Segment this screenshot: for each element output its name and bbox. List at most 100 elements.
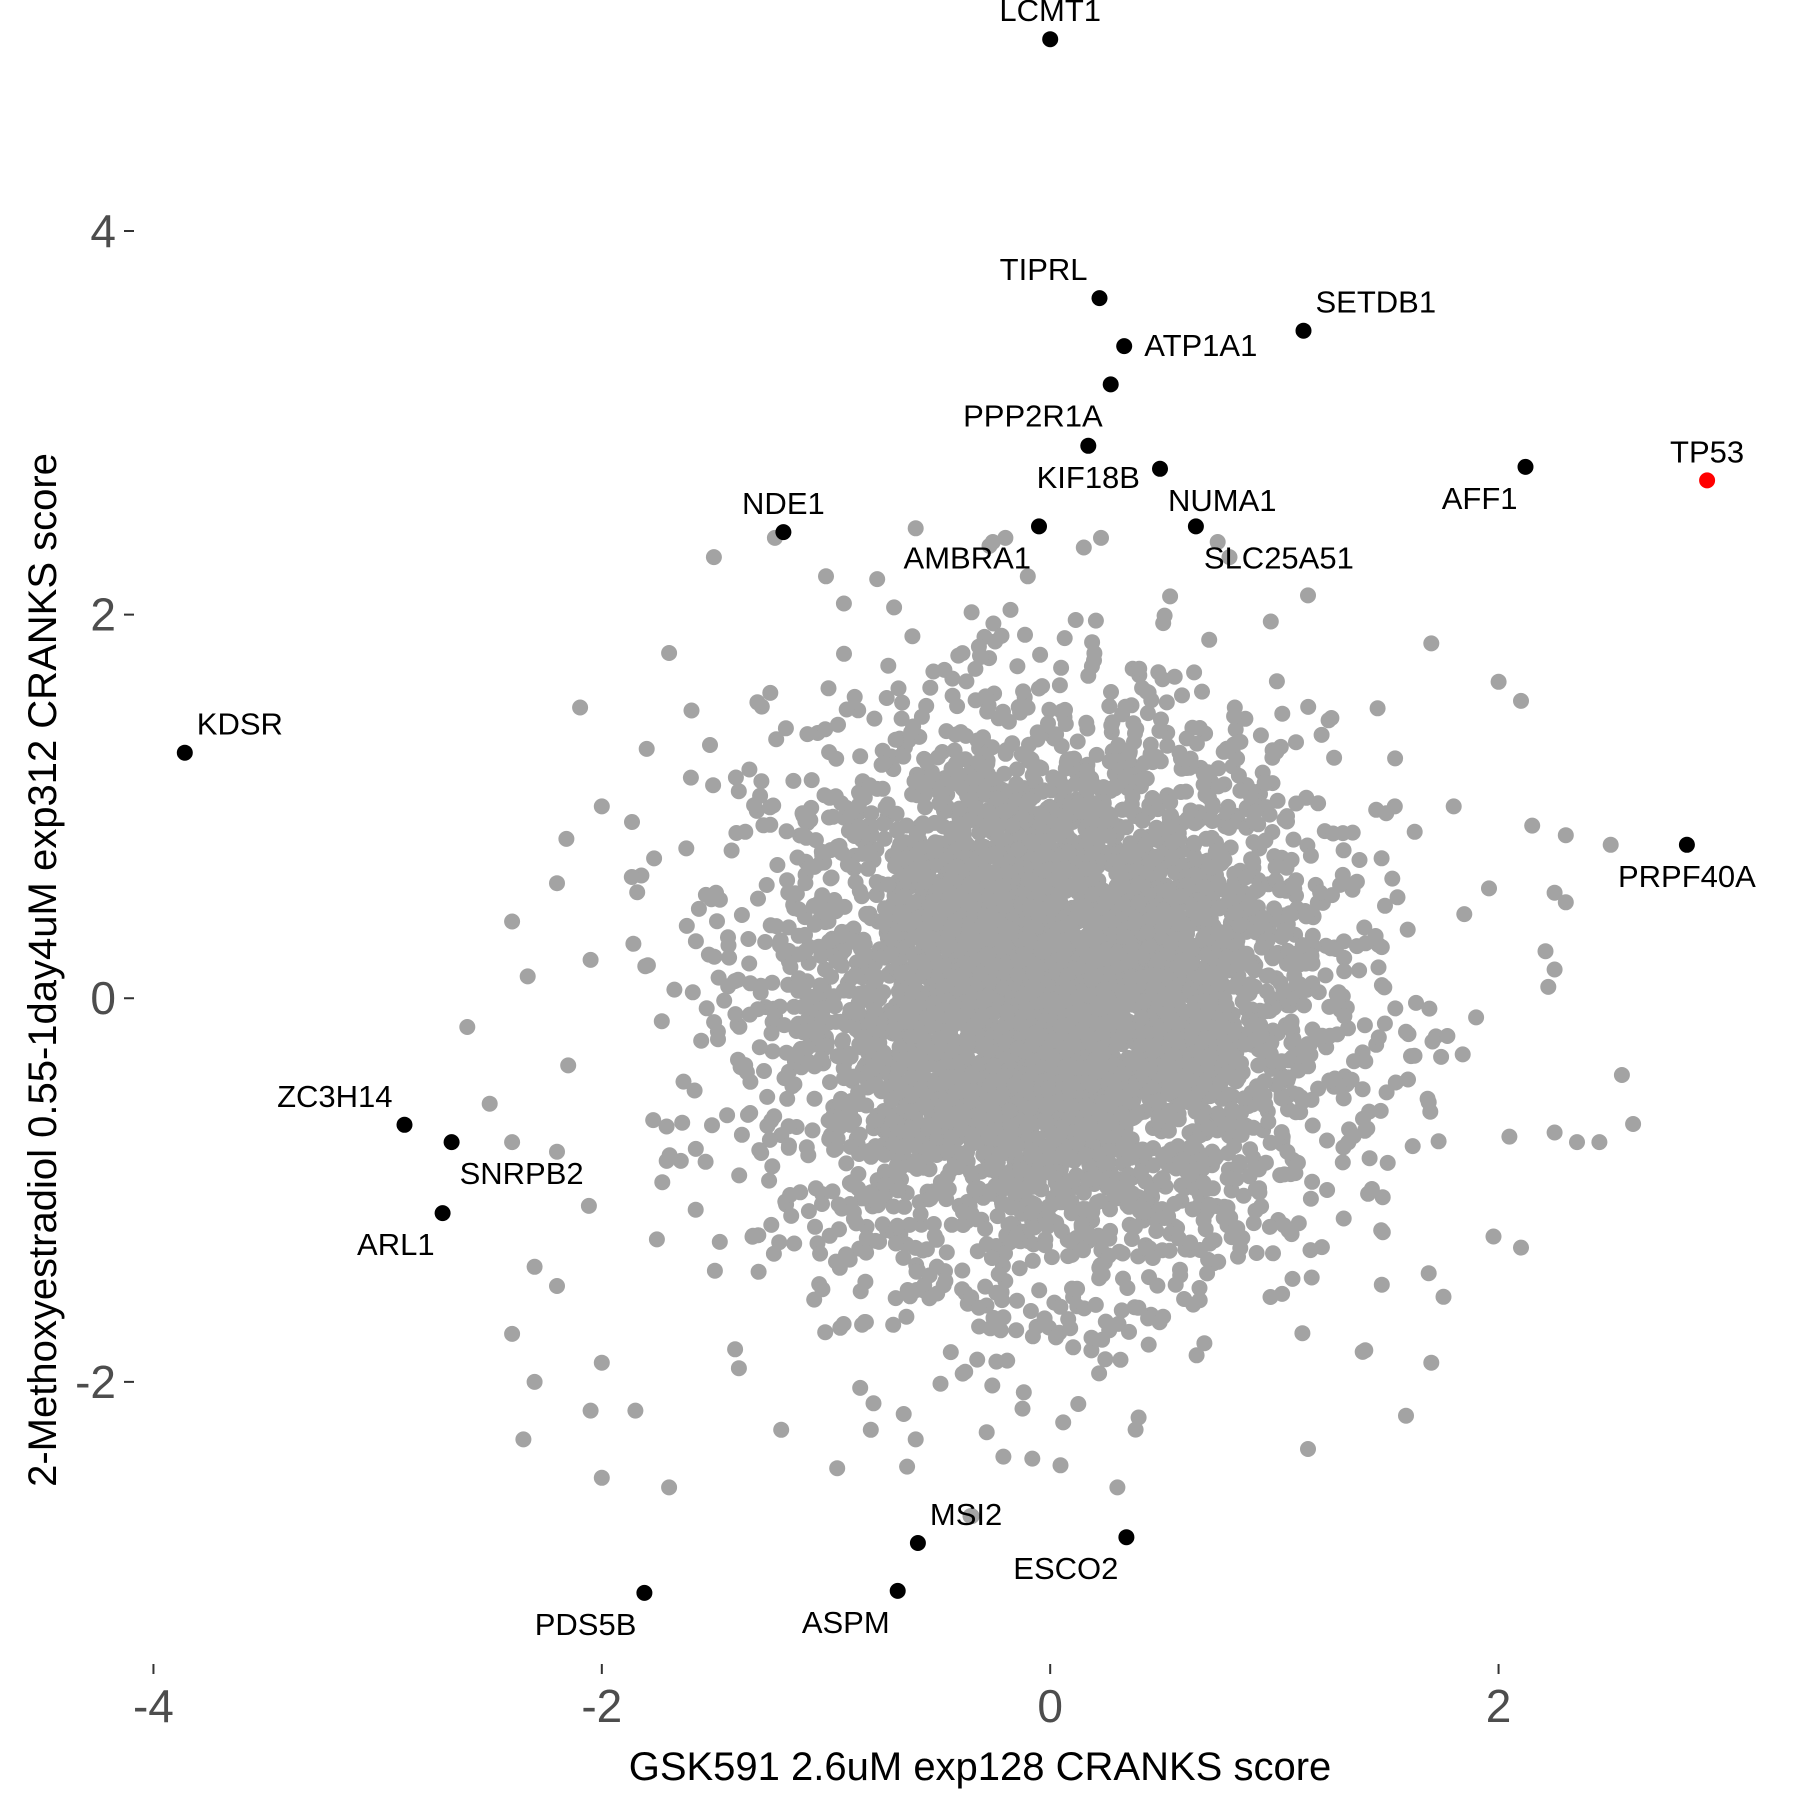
background-point	[925, 1216, 942, 1232]
background-point	[937, 1273, 954, 1289]
background-point	[1304, 927, 1321, 944]
background-point	[1430, 1133, 1447, 1150]
background-point	[1245, 1119, 1262, 1136]
background-point	[687, 933, 704, 950]
background-point	[922, 1190, 939, 1207]
background-point	[968, 1211, 985, 1228]
background-point	[1273, 1124, 1290, 1141]
background-point	[954, 1365, 971, 1382]
background-point	[1151, 722, 1168, 739]
background-point	[1029, 724, 1046, 741]
background-point	[1334, 866, 1351, 883]
background-point	[850, 1166, 867, 1182]
background-point	[1170, 1230, 1187, 1247]
background-point	[1208, 1083, 1225, 1100]
background-point	[963, 878, 980, 895]
background-point	[814, 1196, 830, 1212]
background-point	[654, 1174, 671, 1191]
background-point	[886, 1005, 903, 1022]
background-point	[1069, 1135, 1086, 1152]
background-point	[1012, 1162, 1029, 1179]
background-point	[1210, 760, 1227, 777]
background-point	[876, 900, 893, 917]
background-point	[898, 1308, 915, 1325]
background-point	[1325, 825, 1342, 842]
background-point	[1373, 850, 1390, 867]
background-point	[1000, 1216, 1017, 1233]
background-point	[906, 773, 923, 790]
background-point	[781, 1137, 797, 1154]
background-point	[1186, 1090, 1203, 1107]
background-point	[721, 949, 738, 966]
background-point	[1245, 1215, 1262, 1232]
background-point	[1083, 1342, 1100, 1359]
background-point	[1063, 1101, 1080, 1118]
background-point	[1195, 1174, 1212, 1191]
background-point	[1195, 929, 1212, 946]
background-point	[1083, 972, 1100, 988]
background-point	[1216, 851, 1233, 868]
background-point	[907, 954, 924, 970]
background-point	[1058, 979, 1075, 996]
background-point	[1158, 694, 1175, 711]
background-point	[816, 787, 833, 804]
background-point	[698, 1000, 715, 1017]
background-point	[1276, 922, 1293, 939]
background-point	[912, 1206, 929, 1223]
background-point	[1456, 906, 1473, 923]
background-point	[1017, 626, 1033, 643]
background-point	[1134, 812, 1151, 829]
background-point	[821, 809, 837, 826]
background-point	[851, 883, 868, 900]
background-point	[1262, 613, 1279, 630]
background-point	[807, 1218, 823, 1235]
background-point	[823, 869, 840, 886]
background-point	[852, 819, 869, 836]
background-point	[686, 1082, 703, 1099]
background-point	[697, 1153, 714, 1170]
background-point	[753, 1145, 770, 1161]
background-point	[959, 1036, 976, 1052]
background-point	[1253, 939, 1270, 956]
background-point	[1040, 833, 1057, 850]
background-point	[1185, 847, 1202, 864]
background-point	[1080, 1171, 1097, 1188]
background-point	[812, 977, 829, 994]
background-point	[933, 878, 950, 894]
background-point	[950, 647, 967, 664]
background-point	[1162, 936, 1179, 952]
background-point	[1196, 1075, 1213, 1092]
background-point	[892, 904, 909, 921]
background-point	[1356, 1017, 1373, 1034]
background-point	[946, 1016, 963, 1032]
background-point	[1093, 529, 1109, 546]
background-point	[1023, 833, 1040, 850]
background-point	[906, 911, 923, 928]
background-point	[719, 1107, 736, 1124]
background-point	[737, 823, 754, 840]
background-point	[1098, 894, 1115, 911]
background-point	[939, 1168, 956, 1185]
background-point	[925, 893, 941, 910]
background-point	[1199, 1265, 1216, 1282]
background-point	[519, 968, 536, 985]
background-point	[1344, 824, 1361, 841]
background-point	[1219, 1170, 1236, 1187]
background-point	[904, 786, 921, 803]
background-point	[922, 679, 939, 696]
background-point	[820, 913, 837, 930]
background-point	[970, 754, 987, 771]
background-point	[1125, 715, 1142, 732]
background-point	[861, 1142, 878, 1159]
background-point	[1084, 1077, 1101, 1094]
background-point	[1130, 894, 1147, 911]
background-point	[852, 1379, 869, 1396]
background-point	[972, 649, 989, 665]
background-point	[1224, 1101, 1240, 1118]
background-point	[1040, 1080, 1056, 1097]
background-point	[1188, 735, 1205, 752]
background-point	[1159, 737, 1176, 754]
background-point	[1196, 1335, 1213, 1352]
background-point	[1101, 828, 1118, 844]
background-point	[742, 1105, 759, 1121]
